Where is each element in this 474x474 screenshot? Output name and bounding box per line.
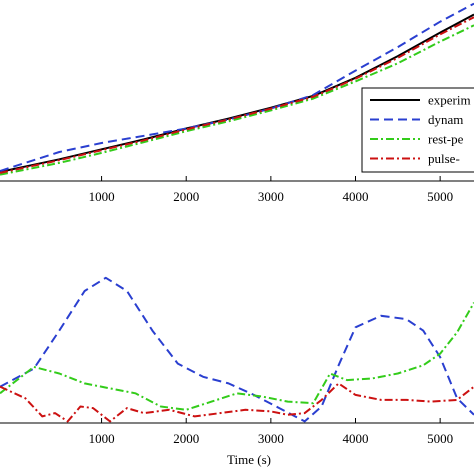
legend-entry-label: pulse- — [428, 151, 460, 166]
x-tick-label: 1000 — [89, 431, 115, 446]
series-line-series-2 — [0, 382, 474, 423]
x-tick-label: 2000 — [173, 189, 199, 204]
x-tick-label: 3000 — [258, 189, 284, 204]
series-line-rest-pe — [0, 24, 474, 176]
legend-entry-label: dynam — [428, 112, 463, 127]
series-line-pulse- — [0, 16, 474, 174]
x-tick-label: 1000 — [89, 189, 115, 204]
top-panel: 1000 2000 3000 4000 5000 experim dynam rest-pe p… — [0, 2, 474, 204]
legend: experim dynam rest-pe pulse- — [361, 87, 474, 173]
x-tick-label: 5000 — [427, 431, 453, 446]
x-tick-label: 5000 — [427, 189, 453, 204]
legend-entry-label: experim — [428, 93, 471, 108]
x-tick-label: 4000 — [343, 189, 369, 204]
series-line-series-0 — [0, 276, 474, 423]
bottom-panel: 1000 2000 3000 4000 5000 Time (s) — [0, 276, 474, 467]
x-tick-label: 4000 — [343, 431, 369, 446]
series-line-series-1 — [0, 302, 474, 411]
x-axis-title: Time (s) — [227, 452, 271, 467]
legend-entry-label: rest-pe — [428, 132, 464, 147]
x-tick-label: 2000 — [173, 431, 199, 446]
x-tick-label: 3000 — [258, 431, 284, 446]
